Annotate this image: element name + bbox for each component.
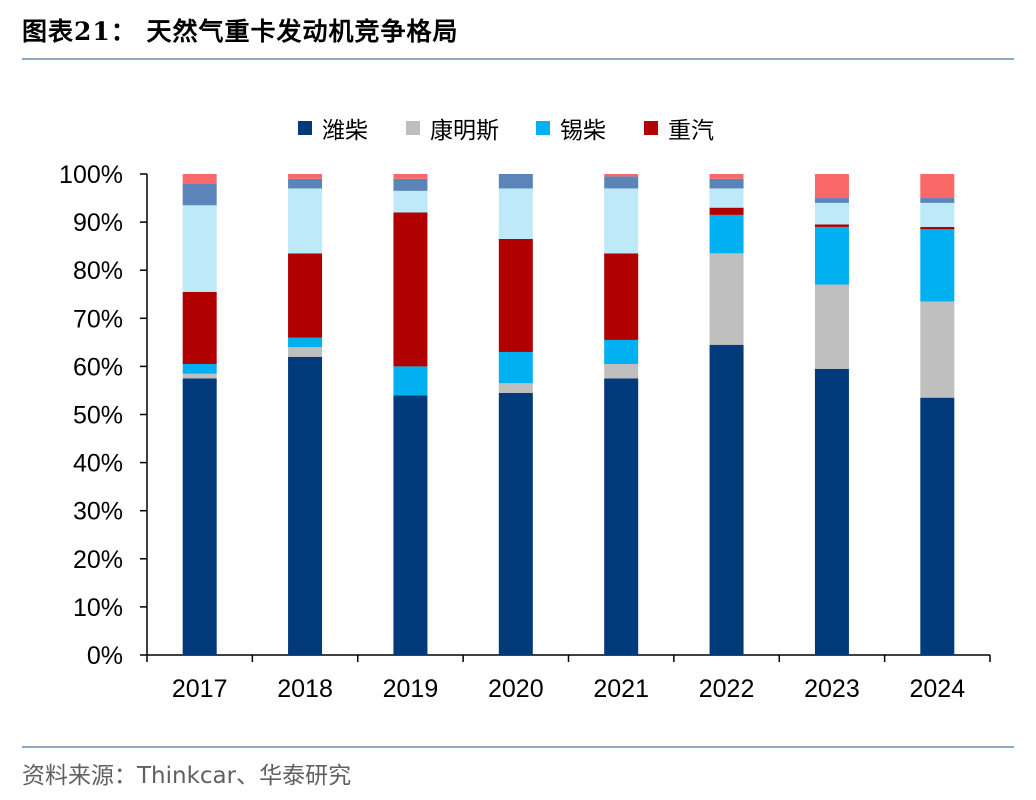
bar-segment xyxy=(604,363,639,379)
x-tick-label: 2021 xyxy=(593,675,649,703)
bar-segment xyxy=(814,198,849,203)
y-tick-label: 80% xyxy=(73,257,123,285)
x-tick-label: 2024 xyxy=(910,675,966,703)
bar-segment xyxy=(288,188,323,254)
bar-segment xyxy=(920,202,955,227)
bar-segment xyxy=(393,366,428,396)
bar-segment xyxy=(814,224,849,227)
bar-segment xyxy=(604,174,639,177)
bar-segment xyxy=(182,378,217,655)
bar-segment xyxy=(604,188,639,254)
y-tick-label: 30% xyxy=(73,498,123,526)
legend-label: 重汽 xyxy=(668,118,714,144)
y-tick-label: 70% xyxy=(73,305,123,333)
bar-segment xyxy=(814,284,849,369)
bar-segment xyxy=(709,178,744,189)
legend: 潍柴 康明斯 锡柴 重汽 xyxy=(298,118,714,144)
bar-segment xyxy=(920,174,955,199)
x-tick-label: 2017 xyxy=(172,675,228,703)
bar-segment xyxy=(920,226,955,230)
bar-segment xyxy=(920,229,955,302)
bar-segment xyxy=(498,392,533,655)
stacked-bar-chart: 潍柴 康明斯 锡柴 重汽 0% 10% 20% 30% 40% 50% 60% 70% 80% 90% 1… xyxy=(59,118,991,703)
bar-segment xyxy=(604,339,639,364)
bar-segment xyxy=(498,351,533,384)
bar-segment xyxy=(182,205,217,292)
bar-segment xyxy=(498,238,533,352)
bars xyxy=(182,174,955,655)
source-note: 资料来源：Thinkcar、华泰研究 xyxy=(22,763,352,789)
bar-segment xyxy=(182,363,217,374)
bar-segment xyxy=(814,174,849,199)
y-tick-label: 40% xyxy=(73,450,123,478)
bar-segment xyxy=(604,378,639,655)
bar-segment xyxy=(920,301,955,398)
legend-swatch xyxy=(644,121,658,135)
bar-segment xyxy=(814,368,849,655)
bar-segment xyxy=(920,198,955,203)
x-tick-label: 2022 xyxy=(699,675,755,703)
bar-segment xyxy=(393,212,428,367)
axes: 0% 10% 20% 30% 40% 50% 60% 70% 80% 90% 100% 2017 201… xyxy=(59,161,991,703)
bar-segment xyxy=(709,344,744,655)
y-tick-label: 60% xyxy=(73,353,123,381)
bar-segment xyxy=(288,174,323,179)
bar-segment xyxy=(288,253,323,338)
legend-label: 康明斯 xyxy=(430,118,499,144)
bar-segment xyxy=(709,253,744,345)
y-tick-label: 20% xyxy=(73,546,123,574)
x-tick-label: 2020 xyxy=(488,675,544,703)
bar-segment xyxy=(288,356,323,655)
bar-segment xyxy=(814,226,849,285)
y-tick-label: 0% xyxy=(87,642,123,670)
source-divider xyxy=(22,746,1014,748)
bar-segment xyxy=(393,178,428,191)
y-tick-label: 100% xyxy=(59,161,123,189)
bar-segment xyxy=(393,190,428,213)
bar-segment xyxy=(393,395,428,655)
y-tick-label: 50% xyxy=(73,402,123,430)
bar-segment xyxy=(288,178,323,189)
bar-segment xyxy=(604,253,639,340)
bar-segment xyxy=(709,207,744,215)
bar-segment xyxy=(182,183,217,206)
title-divider xyxy=(22,58,1014,60)
bar-segment xyxy=(920,397,955,655)
bar-segment xyxy=(393,174,428,179)
legend-swatch xyxy=(406,121,420,135)
y-tick-label: 90% xyxy=(73,209,123,237)
bar-segment xyxy=(498,174,533,189)
bar-segment xyxy=(288,347,323,357)
bar-segment xyxy=(182,291,217,364)
x-tick-label: 2023 xyxy=(804,675,860,703)
bar-segment xyxy=(709,214,744,254)
bar-segment xyxy=(709,174,744,179)
bar-segment xyxy=(709,188,744,208)
x-tick-label: 2019 xyxy=(383,675,439,703)
bar-segment xyxy=(604,176,639,189)
bar-segment xyxy=(288,337,323,348)
legend-swatch xyxy=(536,121,550,135)
bar-segment xyxy=(814,202,849,225)
x-tick-label: 2018 xyxy=(277,675,333,703)
legend-label: 锡柴 xyxy=(560,118,606,144)
legend-swatch xyxy=(298,121,312,135)
legend-label: 潍柴 xyxy=(322,118,368,144)
bar-segment xyxy=(182,174,217,184)
chart-title: 图表21： 天然气重卡发动机竞争格局 xyxy=(22,17,459,46)
bar-segment xyxy=(182,373,217,379)
y-tick-label: 10% xyxy=(73,594,123,622)
bar-segment xyxy=(498,188,533,239)
bar-segment xyxy=(498,383,533,393)
